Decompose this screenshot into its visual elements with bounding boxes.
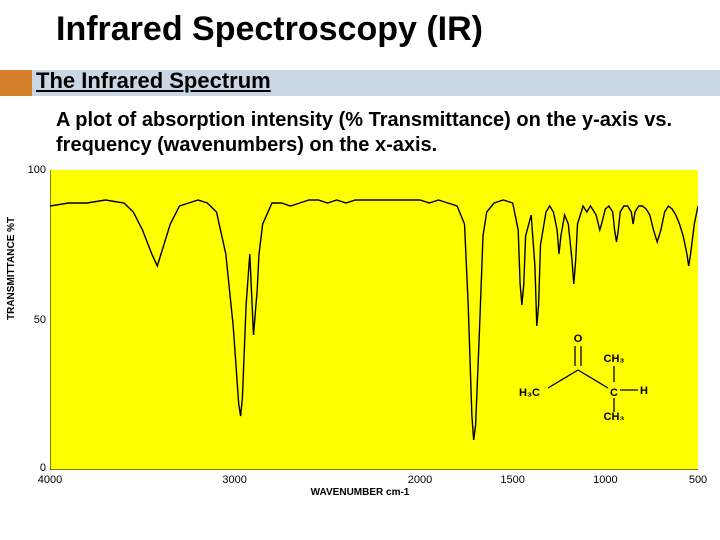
accent-bar xyxy=(0,70,32,96)
svg-text:C: C xyxy=(610,387,618,399)
y-axis-label: TRANSMITTANCE %T xyxy=(6,217,17,320)
spectrum-plot xyxy=(50,170,698,470)
xtick-3000: 3000 xyxy=(222,474,246,486)
xtick-2000: 2000 xyxy=(408,474,432,486)
xtick-4000: 4000 xyxy=(38,474,62,486)
ir-spectrum-chart: TRANSMITTANCE %T 100 50 0 OH₃CCCH₃HCH₃ W… xyxy=(10,170,710,500)
xtick-500: 500 xyxy=(689,474,707,486)
subheading: The Infrared Spectrum xyxy=(36,68,271,94)
ytick-0: 0 xyxy=(22,462,46,474)
svg-text:O: O xyxy=(574,333,583,345)
molecule-structure: O H₃C C CH₃ H CH₃ xyxy=(510,330,650,420)
svg-text:H₃C: H₃C xyxy=(519,387,540,399)
svg-text:CH₃: CH₃ xyxy=(604,411,625,420)
xtick-1000: 1000 xyxy=(593,474,617,486)
page-title: Infrared Spectroscopy (IR) xyxy=(0,0,720,55)
ytick-100: 100 xyxy=(22,164,46,176)
svg-text:CH₃: CH₃ xyxy=(604,353,625,365)
xtick-1500: 1500 xyxy=(500,474,524,486)
svg-text:H: H xyxy=(640,385,648,397)
body-text: A plot of absorption intensity (% Transm… xyxy=(56,108,690,158)
ytick-50: 50 xyxy=(22,314,46,326)
x-axis-label: WAVENUMBER cm-1 xyxy=(311,487,410,498)
